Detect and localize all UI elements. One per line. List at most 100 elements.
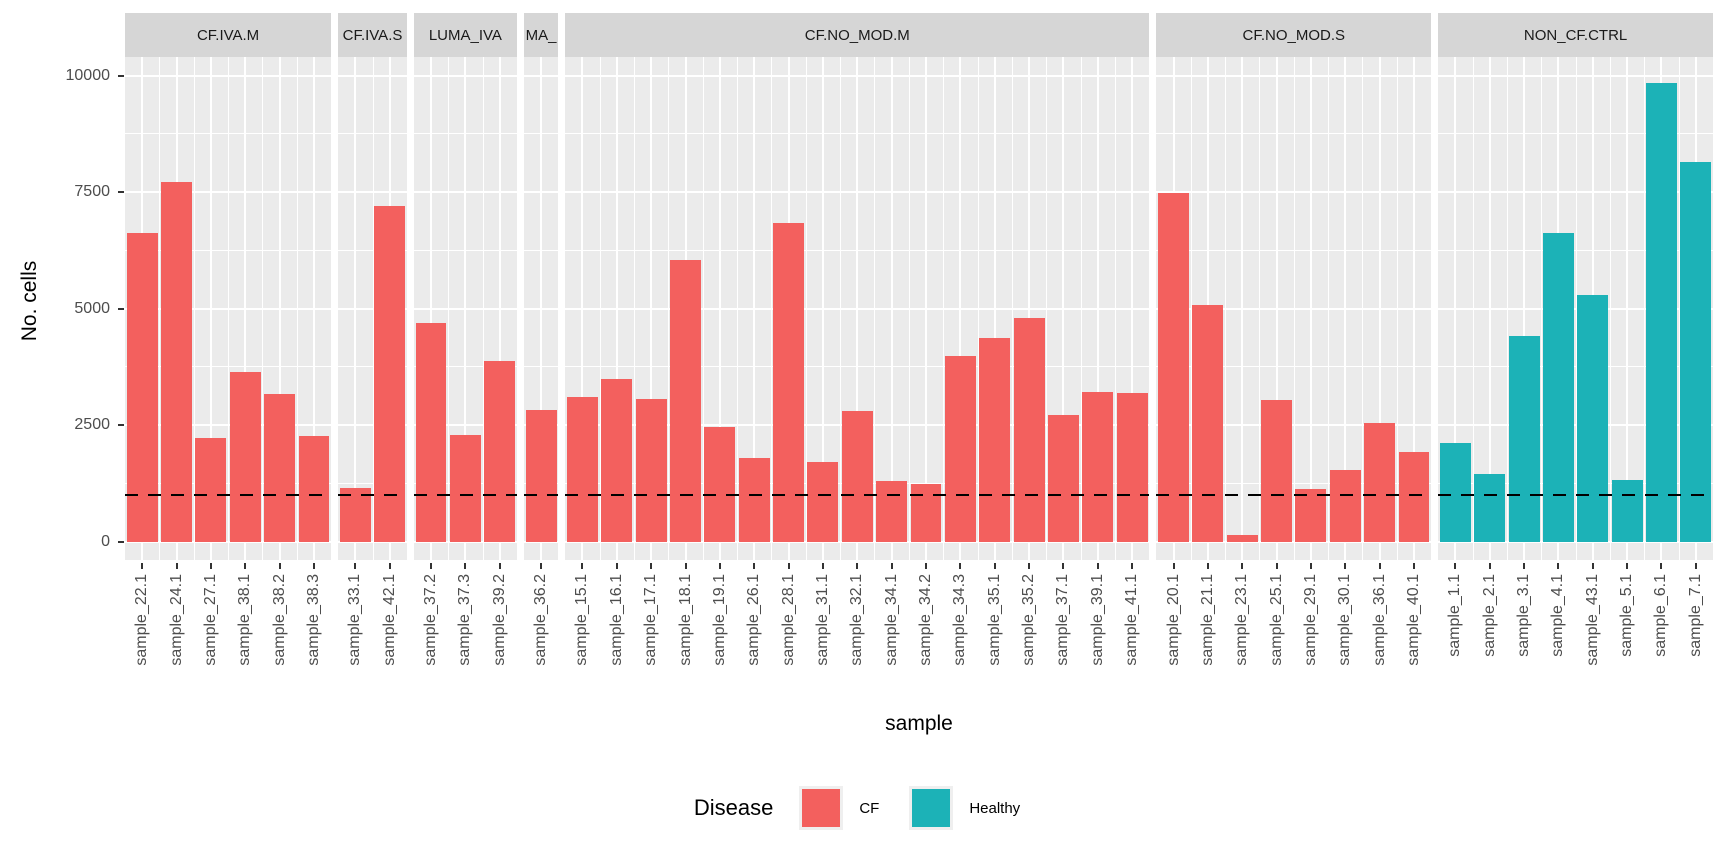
- x-tick-mark: [650, 563, 653, 569]
- x-tick-label: sample_35.2: [1020, 574, 1038, 666]
- bar: [1508, 336, 1540, 542]
- facet-x-axis: sample_33.1 sample_42.1: [338, 560, 407, 710]
- bar: [1116, 392, 1148, 542]
- bar: [1047, 414, 1079, 542]
- gridline: [1378, 57, 1381, 560]
- gridline: [908, 57, 910, 560]
- x-tick-mark: [141, 563, 144, 569]
- x-tick-label: sample_17.1: [642, 574, 660, 666]
- x-tick-mark: [856, 563, 859, 569]
- x-tick-label: sample_1.1: [1446, 574, 1464, 657]
- threshold-dashed-line: [565, 493, 1150, 496]
- facet-strip-label: CF.IVA.M: [196, 26, 260, 44]
- gridline: [1114, 57, 1116, 560]
- x-tick-mark: [312, 563, 315, 569]
- bar: [1082, 391, 1114, 542]
- x-tick-label: sample_4.1: [1549, 574, 1567, 657]
- gridline: [805, 57, 807, 560]
- gridline: [262, 57, 264, 560]
- gridline: [193, 57, 195, 560]
- bar: [298, 436, 330, 542]
- legend-key: [909, 786, 954, 830]
- gridline: [1488, 57, 1491, 560]
- x-tick-label: sample_19.1: [710, 574, 728, 666]
- gridline: [702, 57, 704, 560]
- legend-title: Disease: [693, 795, 774, 820]
- x-tick-mark: [890, 563, 893, 569]
- gridline: [925, 57, 928, 560]
- facet-panel: [338, 57, 407, 560]
- x-tick-label: sample_26.1: [745, 574, 763, 666]
- gridline: [753, 57, 756, 560]
- x-tick-mark: [464, 563, 467, 569]
- gridline: [1096, 57, 1099, 560]
- x-tick-mark: [1131, 563, 1134, 569]
- gridline: [1454, 57, 1457, 560]
- bar: [1013, 317, 1045, 542]
- threshold-dashed-line: [523, 493, 559, 496]
- x-tick-mark: [430, 563, 433, 569]
- x-tick-mark: [1241, 563, 1244, 569]
- bar: [704, 426, 736, 542]
- y-tick-label: 0: [101, 532, 110, 550]
- x-tick-mark: [959, 563, 962, 569]
- gridline: [1011, 57, 1013, 560]
- x-tick-label: sample_38.3: [304, 574, 322, 666]
- gridline: [372, 57, 374, 560]
- facet-strip: CF.IVA.M: [125, 13, 332, 57]
- facet-strip-label: MA_: [525, 26, 557, 44]
- x-tick-mark: [1344, 563, 1347, 569]
- x-tick-mark: [925, 563, 928, 569]
- x-tick-label: sample_20.1: [1164, 574, 1182, 666]
- x-tick-mark: [753, 563, 756, 569]
- facet-panel: [523, 57, 559, 560]
- gridline: [943, 57, 945, 560]
- facet-panel: [1156, 57, 1432, 560]
- bar: [1226, 534, 1258, 542]
- x-tick-mark: [354, 563, 357, 569]
- gridline: [1575, 57, 1577, 560]
- bar: [1439, 443, 1471, 542]
- facet-x-axis: sample_37.2 sample_37.3 sample_39.2: [414, 560, 517, 710]
- gridline: [1241, 57, 1244, 560]
- facet: CF.IVA.S sample_33.1 sample_42.1: [338, 13, 407, 710]
- x-tick-label: sample_36.1: [1370, 574, 1388, 666]
- x-tick-label: sample_27.1: [201, 574, 219, 666]
- gridline: [1362, 57, 1364, 560]
- facet-strip: MA_: [523, 13, 559, 57]
- gridline: [1396, 57, 1398, 560]
- x-tick-label: sample_6.1: [1652, 574, 1670, 657]
- x-tick-label: sample_37.1: [1054, 574, 1072, 666]
- x-tick-mark: [1206, 563, 1209, 569]
- x-tick-mark: [718, 563, 721, 569]
- x-tick-mark: [1172, 563, 1175, 569]
- x-tick-mark: [1626, 563, 1629, 569]
- bar: [807, 461, 839, 542]
- bar: [161, 182, 192, 542]
- threshold-dashed-line: [1156, 493, 1432, 496]
- bar: [601, 378, 633, 542]
- bar: [374, 205, 406, 542]
- gridline: [1344, 57, 1347, 560]
- gridline: [312, 57, 315, 560]
- x-tick-label: sample_37.2: [422, 574, 440, 666]
- facet-strip-label: CF.IVA.S: [342, 26, 403, 44]
- gridline: [498, 57, 501, 560]
- facet-strip-label: CF.NO_MOD.M: [804, 26, 910, 44]
- gridline: [482, 57, 484, 560]
- x-tick-mark: [1694, 563, 1697, 569]
- gridline: [874, 57, 876, 560]
- threshold-dashed-line: [338, 493, 407, 496]
- gridline: [959, 57, 962, 560]
- y-tick-label: 5000: [74, 299, 110, 317]
- x-tick-label: sample_39.1: [1088, 574, 1106, 666]
- x-tick-label: sample_18.1: [676, 574, 694, 666]
- y-tick-label: 10000: [65, 66, 111, 84]
- gridline: [228, 57, 230, 560]
- x-tick-label: sample_15.1: [573, 574, 591, 666]
- facet: CF.IVA.M sample_22.1 sample_24.1 sample_27.…: [125, 13, 332, 710]
- bar: [525, 410, 557, 542]
- threshold-dashed-line: [125, 493, 332, 496]
- bar: [1364, 423, 1396, 542]
- facets: CF.IVA.M sample_22.1 sample_24.1 sample_27.…: [125, 13, 1714, 710]
